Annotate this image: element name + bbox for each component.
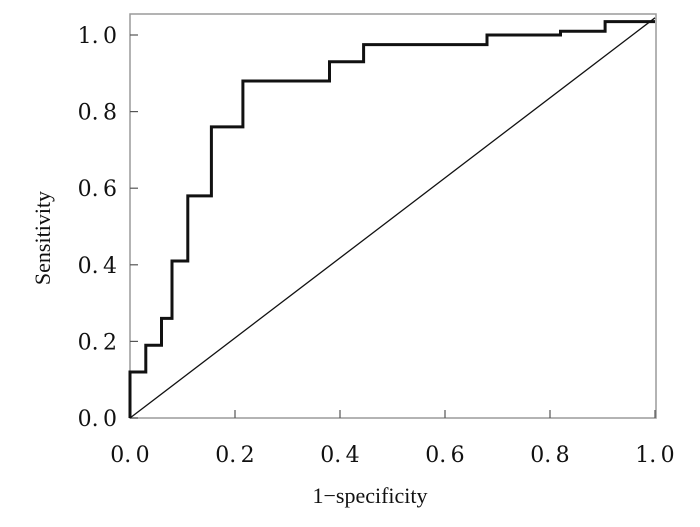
y-tick-label: 0. 0 xyxy=(78,407,117,432)
y-tick-label: 0. 8 xyxy=(78,101,117,126)
roc-step-line xyxy=(128,20,655,418)
x-tick-label: 0. 4 xyxy=(320,443,359,468)
y-tick-label: 1. 0 xyxy=(78,24,117,49)
y-axis-title: Sensitivity xyxy=(30,191,55,285)
y-tick-label: 0. 6 xyxy=(78,177,117,202)
x-tick-label: 0. 8 xyxy=(530,443,569,468)
y-axis-ticks: 0. 0 0. 2 0. 4 0. 6 0. 8 1. 0 xyxy=(78,24,138,432)
y-tick-label: 0. 2 xyxy=(78,330,117,355)
y-tick-label: 0. 4 xyxy=(78,254,117,279)
x-axis-title: 1−specificity xyxy=(312,483,427,508)
plot-frame xyxy=(129,13,657,419)
x-tick-label: 0. 2 xyxy=(215,443,254,468)
x-axis-ticks: 0. 0 0. 2 0. 4 0. 6 0. 8 1. 0 xyxy=(110,410,675,468)
x-tick-label: 1. 0 xyxy=(635,443,674,468)
series-layer xyxy=(128,17,656,419)
x-tick-label: 0. 0 xyxy=(110,443,149,468)
reference-diagonal-line xyxy=(129,17,656,419)
x-tick-label: 0. 6 xyxy=(425,443,464,468)
